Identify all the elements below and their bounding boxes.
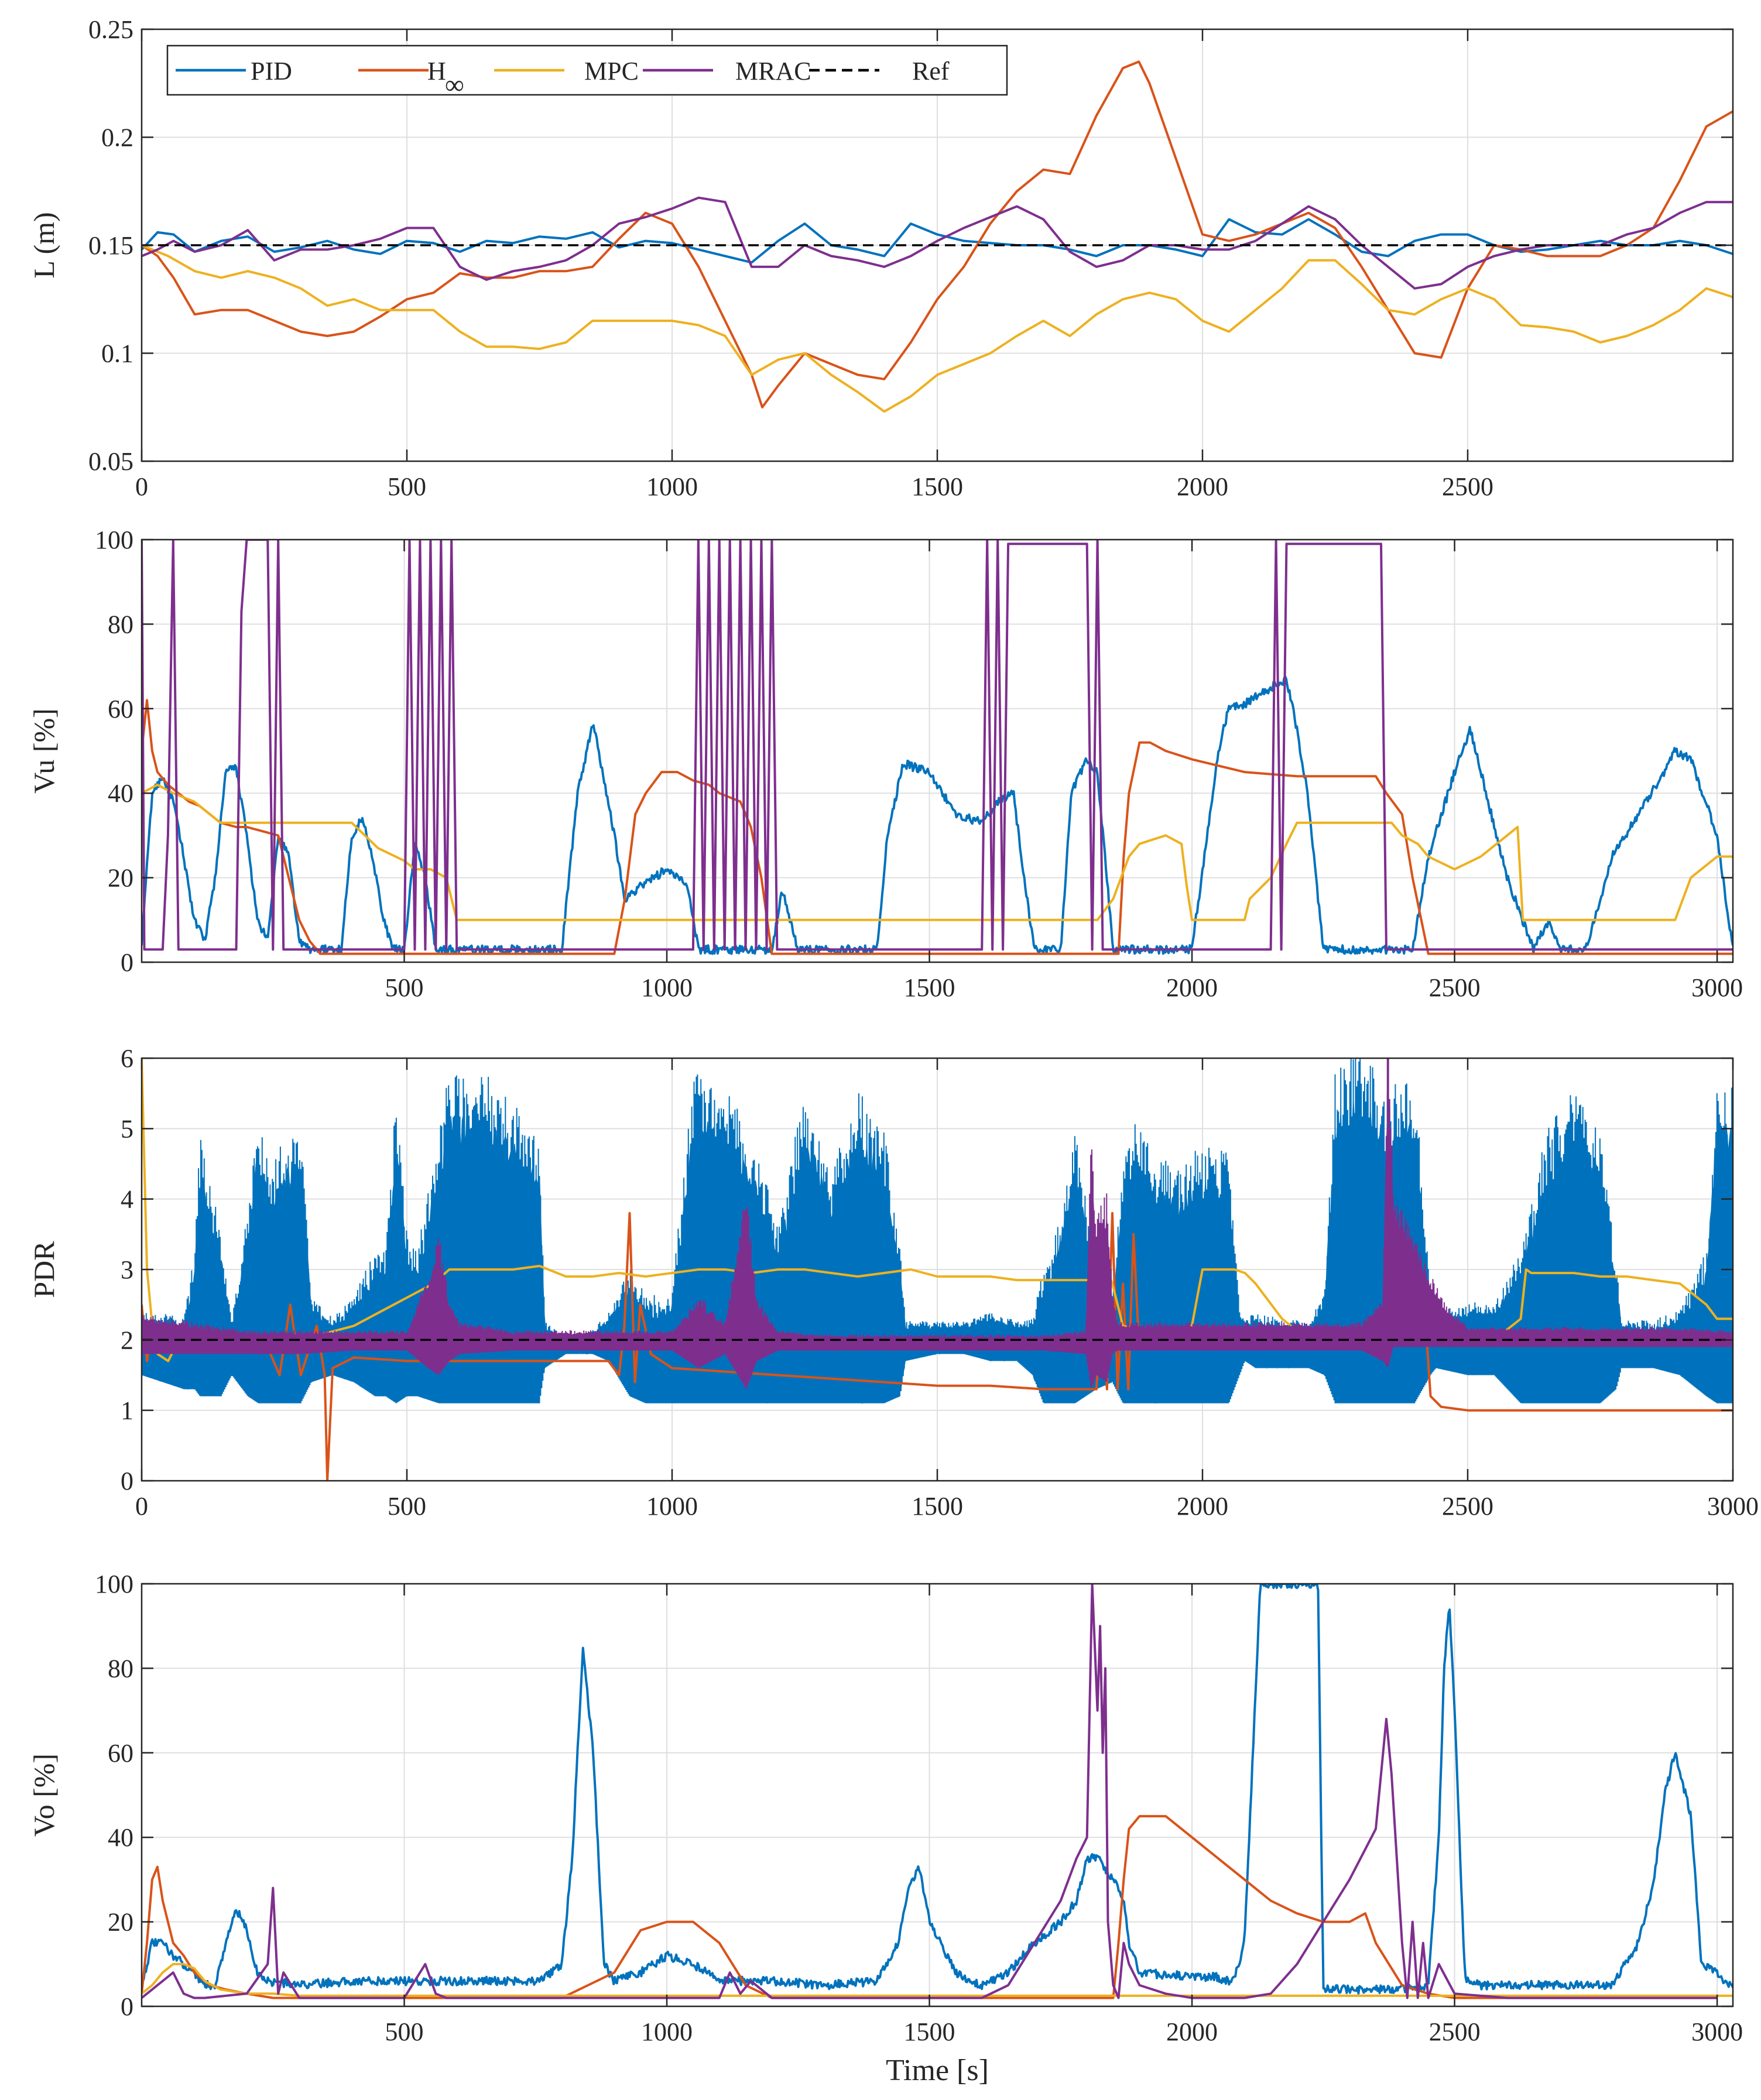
y-tick-label: 80 (108, 610, 133, 639)
legend-label-subscript: ∞ (445, 70, 464, 99)
axes-box (141, 538, 1734, 963)
x-tick-label: 0 (135, 472, 148, 501)
x-tick-label: 2500 (1442, 1492, 1493, 1521)
x-tick-label: 3000 (1707, 1492, 1759, 1521)
x-tick-label: 1500 (904, 973, 955, 1002)
legend-label-hinf: H (427, 57, 446, 85)
x-tick-label: 1000 (646, 1492, 698, 1521)
y-tick-label: 20 (108, 1908, 133, 1937)
y-tick-label: 0.1 (101, 339, 133, 368)
y-tick-label: 4 (121, 1185, 133, 1214)
x-tick-label: 1500 (904, 2017, 955, 2046)
y-axis-label: PDR (28, 1241, 60, 1298)
y-tick-label: 60 (108, 695, 133, 723)
series-group (142, 1584, 1733, 1999)
y-tick-label: 20 (108, 864, 133, 893)
y-tick-label: 0.25 (88, 15, 133, 44)
x-tick-label: 1500 (912, 1492, 963, 1521)
x-tick-label: 2000 (1177, 1492, 1228, 1521)
y-axis-label: Vu [%] (28, 708, 60, 794)
plot-area (142, 1584, 1733, 2006)
y-axis-label: Vo [%] (28, 1754, 60, 1837)
x-tick-label: 2500 (1429, 2017, 1481, 2046)
plot-valve-vu: 500 1000 1500 2000 2500 3000 0 20 40 60 80 100 Vu [%… (28, 526, 1743, 1002)
x-tick-label: 1500 (912, 472, 963, 501)
series-group (142, 60, 1733, 413)
legend-label-mpc: MPC (584, 57, 639, 85)
legend: PID H∞ MPC MRAC Ref (166, 44, 1008, 99)
legend-label-ref: Ref (912, 57, 950, 85)
y-tick-label: 0 (121, 1467, 133, 1495)
series-hinf-line (142, 60, 1733, 409)
y-tick-label: 0 (121, 1992, 133, 2021)
series-mpc-line (142, 244, 1733, 413)
y-tick-label: 5 (121, 1114, 133, 1143)
legend-label-mrac: MRAC (735, 57, 811, 85)
series-pid-line (142, 675, 1733, 955)
x-tick-label: 1000 (641, 2017, 693, 2046)
x-tick-label: 1000 (646, 472, 698, 501)
x-tick-label: 500 (385, 2017, 424, 2046)
y-tick-label: 0.15 (88, 231, 133, 260)
series-pid-line (142, 218, 1733, 264)
plot-pdr: 0 500 1000 1500 2000 2500 3000 0 1 2 3 4 5 6 PDR (28, 1044, 1759, 1521)
y-tick-label: 100 (95, 1570, 133, 1598)
axes-box (141, 1583, 1734, 2008)
series-mrac-line (142, 196, 1733, 290)
x-tick-label: 2500 (1442, 472, 1493, 501)
y-tick-label: 1 (121, 1396, 133, 1425)
y-tick-label: 6 (121, 1044, 133, 1073)
y-tick-label: 3 (121, 1255, 133, 1284)
series-mrac-line (142, 1584, 1718, 1999)
plot-level-L: 0 500 1000 1500 2000 2500 0.05 0.1 0.15 0.2 0.25 L … (28, 15, 1734, 501)
series-mrac-line (142, 540, 1733, 951)
x-tick-label: 3000 (1691, 973, 1743, 1002)
x-tick-label: 2500 (1429, 973, 1481, 1002)
series-pid-line (142, 1584, 1733, 1995)
x-tick-label: 2000 (1166, 973, 1218, 1002)
x-axis-label: Time [s] (886, 2054, 989, 2087)
y-tick-label: 100 (95, 526, 133, 554)
x-tick-label: 2000 (1166, 2017, 1218, 2046)
x-tick-label: 500 (388, 472, 426, 501)
y-tick-label: 2 (121, 1326, 133, 1354)
x-tick-label: 500 (385, 973, 424, 1002)
y-tick-label: 40 (108, 779, 133, 808)
series-mpc-line (142, 783, 1733, 921)
x-tick-label: 0 (135, 1492, 148, 1521)
y-tick-label: 0 (121, 948, 133, 977)
legend-label-pid: PID (251, 57, 292, 85)
x-tick-label: 2000 (1177, 472, 1228, 501)
x-tick-label: 3000 (1691, 2017, 1743, 2046)
y-tick-label: 0.05 (88, 447, 133, 476)
series-group (142, 540, 1733, 955)
x-tick-label: 1000 (641, 973, 693, 1002)
y-tick-label: 0.2 (101, 123, 133, 152)
y-tick-label: 80 (108, 1654, 133, 1683)
x-tick-label: 500 (388, 1492, 426, 1521)
y-tick-label: 60 (108, 1739, 133, 1768)
y-axis-label: L (m) (28, 212, 60, 278)
series-group (142, 1058, 1733, 1481)
y-tick-label: 40 (108, 1823, 133, 1852)
plot-valve-vo: 500 1000 1500 2000 2500 3000 0 20 40 60 80 100 Vo [%… (28, 1570, 1743, 2087)
